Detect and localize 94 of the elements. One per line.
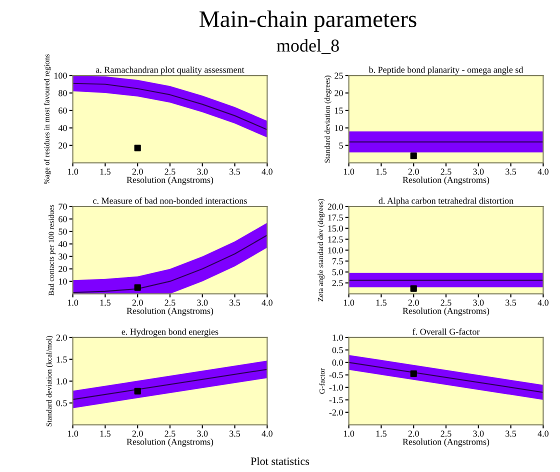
y-tick-label: 17.5 <box>328 214 343 221</box>
y-tick-label: 25 <box>334 72 343 79</box>
y-tick-label: 60 <box>58 216 67 222</box>
x-tick-label: 1.5 <box>376 300 387 306</box>
y-tick-label: 7.5 <box>332 258 343 264</box>
y-tick-label: 100 <box>54 72 67 79</box>
x-tick-label: 2.5 <box>164 430 176 437</box>
x-tick-label: 4.0 <box>538 300 548 306</box>
x-axis-title: Resolution (Angstroms) <box>402 308 490 316</box>
y-tick-label: 1.0 <box>56 378 67 384</box>
x-tick-label: 4.0 <box>262 430 272 437</box>
text: e. Hydrogen bond energies <box>122 328 218 337</box>
x-tick-label: 1.5 <box>100 300 110 306</box>
x-tick-label: 1.5 <box>376 430 387 437</box>
y-tick-label: -2.0 <box>329 409 343 416</box>
y-tick-label: 2.0 <box>56 334 67 341</box>
text: Plot statistics <box>250 457 310 466</box>
y-tick-label: 10.0 <box>328 247 343 254</box>
x-tick-label: 2.0 <box>132 430 143 437</box>
x-tick-label: 3.5 <box>230 300 240 306</box>
y-tick-label: 20 <box>58 266 67 272</box>
x-tick-label: 1.0 <box>68 168 78 175</box>
y-tick-label: 15.0 <box>328 225 343 232</box>
y-tick-label: 1.5 <box>56 356 67 363</box>
x-tick-label: 2.0 <box>408 430 419 437</box>
y-tick-label: -0.5 <box>329 372 343 378</box>
x-axis-title: Resolution (Angstroms) <box>126 176 214 185</box>
text: model_8 <box>276 39 339 54</box>
x-tick-label: 3.0 <box>473 430 484 437</box>
y-tick-label: 0.5 <box>56 400 67 406</box>
x-tick-label: 3.0 <box>473 168 484 175</box>
x-tick-label: 1.0 <box>68 430 78 437</box>
x-tick-label: 1.0 <box>344 300 354 306</box>
y-tick-label: 15 <box>335 108 343 114</box>
y-tick-label: 2.5 <box>332 280 343 286</box>
y-tick-label: 10 <box>335 125 343 132</box>
line-series <box>72 82 268 130</box>
x-tick-label: 3.5 <box>506 430 516 437</box>
x-tick-label: 4.0 <box>538 430 548 437</box>
x-tick-label: 1.0 <box>68 300 78 306</box>
y-tick-label: 40 <box>58 125 67 132</box>
x-tick-label: 3.5 <box>506 168 516 175</box>
x-tick-label: 1.5 <box>100 168 110 175</box>
x-tick-label: 2.5 <box>440 168 452 175</box>
x-axis-title: Resolution (Angstroms) <box>402 176 490 185</box>
x-tick-label: 1.0 <box>344 168 354 175</box>
x-tick-label: 2.5 <box>440 430 452 437</box>
y-tick-label: -1.0 <box>329 384 343 391</box>
y-tick-label: 20 <box>58 142 67 149</box>
y-tick-label: 40 <box>58 241 67 248</box>
text: d. Alpha carbon tetrahedral distortion <box>378 197 514 206</box>
y-tick-label: 20 <box>334 90 343 96</box>
text: a. Ramachandran plot quality assessment <box>96 66 244 75</box>
y-tick-label: 0.5 <box>332 347 343 354</box>
x-tick-label: 2.5 <box>440 300 452 306</box>
x-tick-label: 2.0 <box>132 300 143 306</box>
y-tick-label: 12.5 <box>328 236 343 243</box>
text: b. Peptide bond planarity - omega angle sd <box>368 66 524 75</box>
x-tick-label: 2.5 <box>164 300 176 306</box>
x-tick-label: 2.0 <box>132 168 143 175</box>
x-tick-label: 3.5 <box>506 300 516 306</box>
x-tick-label: 3.0 <box>473 300 484 306</box>
y-tick-label: 1.0 <box>332 334 343 341</box>
x-tick-label: 3.5 <box>230 430 240 437</box>
y-tick-label: 70 <box>58 204 67 210</box>
y-tick-label: 5 <box>339 142 343 149</box>
x-axis-title: Resolution (Angstroms) <box>402 438 490 447</box>
y-tick-label: 0.0 <box>332 360 343 366</box>
y-tick-label: 80 <box>58 90 67 96</box>
x-tick-label: 1.5 <box>376 168 387 175</box>
x-tick-label: 3.0 <box>197 168 208 175</box>
x-tick-label: 2.0 <box>408 300 419 306</box>
x-tick-label: 4.0 <box>262 300 272 306</box>
y-tick-label: 30 <box>58 254 67 260</box>
x-tick-label: 3.0 <box>197 300 208 306</box>
x-tick-label: 3.5 <box>230 168 240 175</box>
x-tick-label: 4.0 <box>262 168 272 175</box>
y-tick-label: 50 <box>58 228 67 235</box>
x-tick-label: 3.0 <box>197 430 208 437</box>
x-axis-title: Resolution (Angstroms) <box>126 438 214 447</box>
text: c. Measure of bad non-bonded interactions <box>93 197 247 204</box>
y-tick-label: 20.0 <box>328 204 343 210</box>
x-axis-title: Resolution (Angstroms) <box>126 308 214 316</box>
x-tick-label: 1.0 <box>344 430 354 437</box>
y-tick-label: 10 <box>59 278 67 285</box>
y-tick-label: 60 <box>58 108 67 114</box>
chart-title: Main-chain parameters <box>200 10 416 32</box>
x-tick-label: 4.0 <box>538 168 548 175</box>
x-tick-label: 1.5 <box>100 430 110 437</box>
y-tick-label: 5.0 <box>332 269 343 276</box>
y-tick-label: -1.5 <box>329 397 343 404</box>
x-tick-label: 2.0 <box>408 168 419 175</box>
x-tick-label: 2.5 <box>164 168 176 175</box>
text: f. Overall G-factor <box>412 328 480 335</box>
